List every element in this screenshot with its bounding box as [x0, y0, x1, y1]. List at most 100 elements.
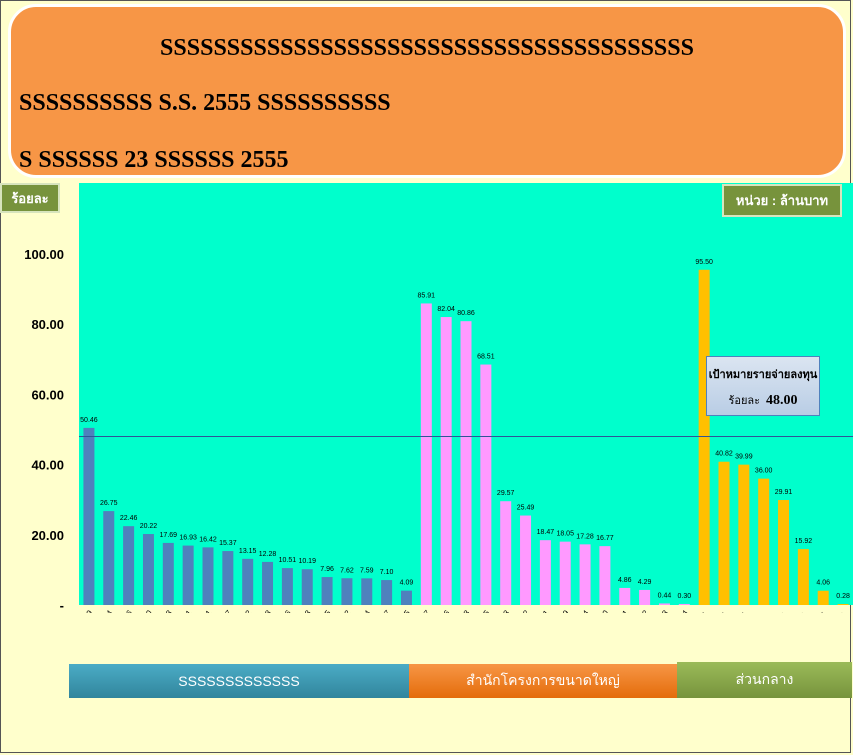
x-tick-label: สชป.17	[368, 608, 392, 613]
x-tick-label: สคบ.13	[646, 608, 670, 613]
bar	[559, 541, 571, 605]
x-tick-label: สพพ.	[691, 609, 709, 613]
group-label-central: ส่วนกลาง	[677, 662, 852, 698]
x-tick-label: สชป.5	[312, 608, 333, 613]
data-label: 15.92	[795, 538, 813, 545]
data-label: 16.42	[199, 536, 217, 543]
bar	[182, 545, 194, 605]
x-tick-label: สคบ.2	[629, 608, 650, 613]
title-line-2: SSSSSSSSSS S.S. 2555 SSSSSSSSSS	[19, 90, 391, 116]
target-value: 48.00	[766, 393, 798, 408]
x-tick-label: สคบ.12	[507, 608, 531, 613]
x-tick-label: สชป.4	[93, 608, 114, 613]
data-label: 68.51	[477, 354, 495, 361]
x-tick-label: สคบ.14	[567, 608, 591, 613]
x-tick-label: สคบ.5	[470, 608, 491, 613]
data-label: 85.91	[418, 292, 436, 299]
data-label: 10.51	[279, 557, 297, 564]
bar	[539, 540, 551, 605]
data-label: 26.75	[100, 500, 118, 507]
x-tick-label: สคบ.10	[587, 608, 611, 613]
x-tick-label: สคบ.4	[669, 608, 690, 613]
bar	[797, 549, 809, 605]
bar	[738, 464, 750, 605]
x-tick-label: สชป.16	[269, 608, 293, 613]
data-label: 50.46	[80, 417, 98, 424]
data-label: 7.10	[380, 569, 394, 576]
x-tick-label: สชป.1	[192, 608, 213, 613]
bar	[658, 603, 670, 605]
data-label: 22.46	[120, 515, 138, 522]
bar	[440, 317, 452, 605]
bar	[718, 461, 730, 605]
bar	[83, 427, 95, 605]
bar	[142, 534, 154, 605]
bar	[639, 589, 651, 605]
bar	[222, 551, 234, 605]
data-label: 29.91	[775, 489, 793, 496]
data-label: 7.62	[340, 567, 354, 574]
x-tick-label: สชป.14	[348, 608, 372, 613]
x-tick-label: สชป.2	[232, 608, 253, 613]
bar	[480, 364, 492, 605]
bar	[361, 578, 373, 605]
bar	[242, 558, 254, 605]
x-tick-label: สชป.15	[388, 608, 412, 613]
data-label: 10.19	[298, 558, 316, 565]
x-tick-label: สคบ.1	[609, 608, 630, 613]
x-tick-label: สคบ. 9	[548, 608, 571, 613]
bar	[698, 269, 710, 605]
x-tick-label: สอก.	[771, 609, 789, 613]
x-tick-label: สคบ.11	[527, 608, 551, 613]
bar	[400, 590, 412, 605]
data-label: 25.49	[517, 505, 535, 512]
data-label: 39.99	[735, 454, 753, 461]
data-label: 4.09	[400, 580, 414, 587]
bar	[520, 515, 532, 605]
data-label: 4.29	[638, 579, 652, 586]
x-tick-label: สชป.7	[212, 608, 233, 613]
bar	[123, 526, 135, 605]
bar	[500, 501, 512, 605]
data-label: 82.04	[437, 306, 455, 313]
data-label: 95.50	[695, 259, 713, 266]
x-tick-label: สชป.13	[150, 608, 174, 613]
unit-label: หน่วย : ล้านบาท	[722, 184, 842, 217]
y-tick-label: 60.00	[31, 387, 64, 402]
bar	[420, 303, 432, 605]
group-label-regional: SSSSSSSSSSSSS	[69, 664, 409, 698]
data-label: 18.47	[537, 529, 555, 536]
bar	[262, 561, 274, 605]
target-annotation: เป้าหมายรายจ่ายลงทุน ร้อยละ 48.00	[706, 356, 820, 416]
bar	[341, 578, 353, 605]
bar	[579, 544, 591, 605]
data-label: 36.00	[755, 468, 773, 475]
data-label: 17.28	[576, 533, 594, 540]
y-tick-label: 100.00	[24, 247, 64, 262]
data-label: 13.15	[239, 548, 257, 555]
x-tick-label: สชป.9	[73, 608, 94, 613]
bar	[678, 603, 690, 605]
bar	[103, 511, 115, 605]
group-label-large-projects: สำนักโครงการขนาดใหญ่	[409, 664, 677, 698]
y-tick-label: 40.00	[31, 458, 64, 473]
data-label: 15.37	[219, 540, 237, 547]
x-tick-label: สบก.	[791, 609, 809, 613]
y-axis-label: ร้อยละ	[0, 183, 60, 213]
bar	[321, 577, 333, 605]
target-title: เป้าหมายรายจ่ายลงทุน	[708, 369, 818, 381]
bar	[460, 321, 472, 605]
x-tick-label: สตก.	[831, 609, 849, 613]
bar	[837, 604, 849, 605]
x-tick-label: สชป.8	[252, 608, 273, 613]
x-tick-label: สผค.	[751, 609, 769, 613]
title-line-1: SSSSSSSSSSSSSSSSSSSSSSSSSSSSSSSSSSSSSSSS	[160, 35, 694, 61]
data-label: 4.86	[618, 577, 632, 584]
data-label: 0.30	[677, 593, 691, 600]
y-tick-label: 20.00	[31, 528, 64, 543]
data-label: 20.22	[140, 523, 158, 530]
y-tick-label: 80.00	[31, 317, 64, 332]
x-tick-label: สคบ.7	[411, 608, 432, 613]
x-tick-label: สชป.12	[329, 608, 353, 613]
x-tick-label: สชป.10	[130, 608, 154, 613]
